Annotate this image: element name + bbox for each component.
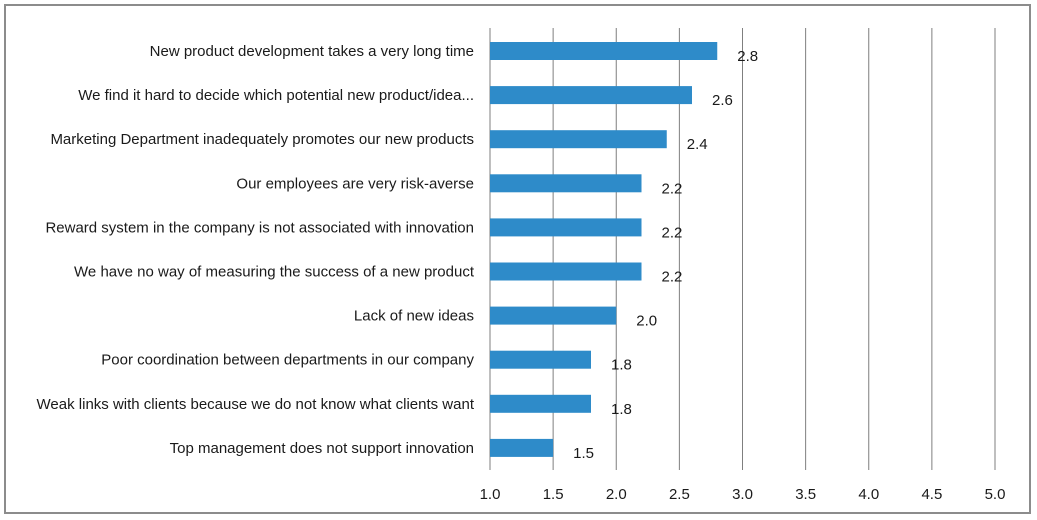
category-label: Weak links with clients because we do no…: [37, 396, 475, 413]
category-label: New product development takes a very lon…: [150, 43, 474, 60]
bar: [490, 438, 554, 457]
value-label: 2.6: [712, 92, 733, 109]
x-tick-label: 4.0: [858, 486, 879, 503]
bars: [490, 42, 718, 457]
bar: [490, 350, 591, 369]
bar: [490, 394, 591, 413]
x-tick-label: 5.0: [985, 486, 1006, 503]
category-label: Poor coordination between departments in…: [101, 352, 474, 369]
category-label: We have no way of measuring the success …: [74, 264, 475, 281]
category-label: Marketing Department inadequately promot…: [50, 131, 474, 148]
bar: [490, 262, 642, 281]
value-labels: 2.8 2.6 2.4 2.2 2.2 2.2 2.0 1.8 1.8 1.5: [573, 48, 758, 462]
x-tick-label: 1.0: [480, 486, 501, 503]
value-label: 2.2: [662, 224, 683, 241]
category-label: We find it hard to decide which potentia…: [78, 87, 474, 104]
value-label: 2.8: [737, 48, 758, 65]
x-tick-label: 2.0: [606, 486, 627, 503]
x-tick-label: 1.5: [543, 486, 564, 503]
value-label: 2.4: [687, 136, 708, 153]
bar: [490, 174, 642, 193]
x-tick-label: 3.5: [795, 486, 816, 503]
category-label: Lack of new ideas: [354, 308, 474, 325]
bar: [490, 42, 718, 60]
x-axis-tick-labels: 1.0 1.5 2.0 2.5 3.0 3.5 4.0 4.5 5.0: [480, 486, 1006, 503]
value-label: 1.8: [611, 401, 632, 418]
bar: [490, 86, 692, 105]
bar: [490, 306, 617, 325]
value-label: 1.8: [611, 357, 632, 374]
category-labels: New product development takes a very lon…: [37, 43, 475, 457]
category-label: Top management does not support innovati…: [170, 440, 474, 457]
x-tick-label: 3.0: [732, 486, 753, 503]
value-label: 2.0: [636, 313, 657, 330]
x-tick-label: 4.5: [921, 486, 942, 503]
category-label: Our employees are very risk-averse: [236, 175, 474, 192]
bar: [490, 130, 667, 149]
value-label: 2.2: [662, 180, 683, 197]
category-label: Reward system in the company is not asso…: [45, 219, 474, 236]
value-label: 1.5: [573, 445, 594, 462]
value-label: 2.2: [662, 269, 683, 286]
bar: [490, 218, 642, 237]
x-tick-label: 2.5: [669, 486, 690, 503]
